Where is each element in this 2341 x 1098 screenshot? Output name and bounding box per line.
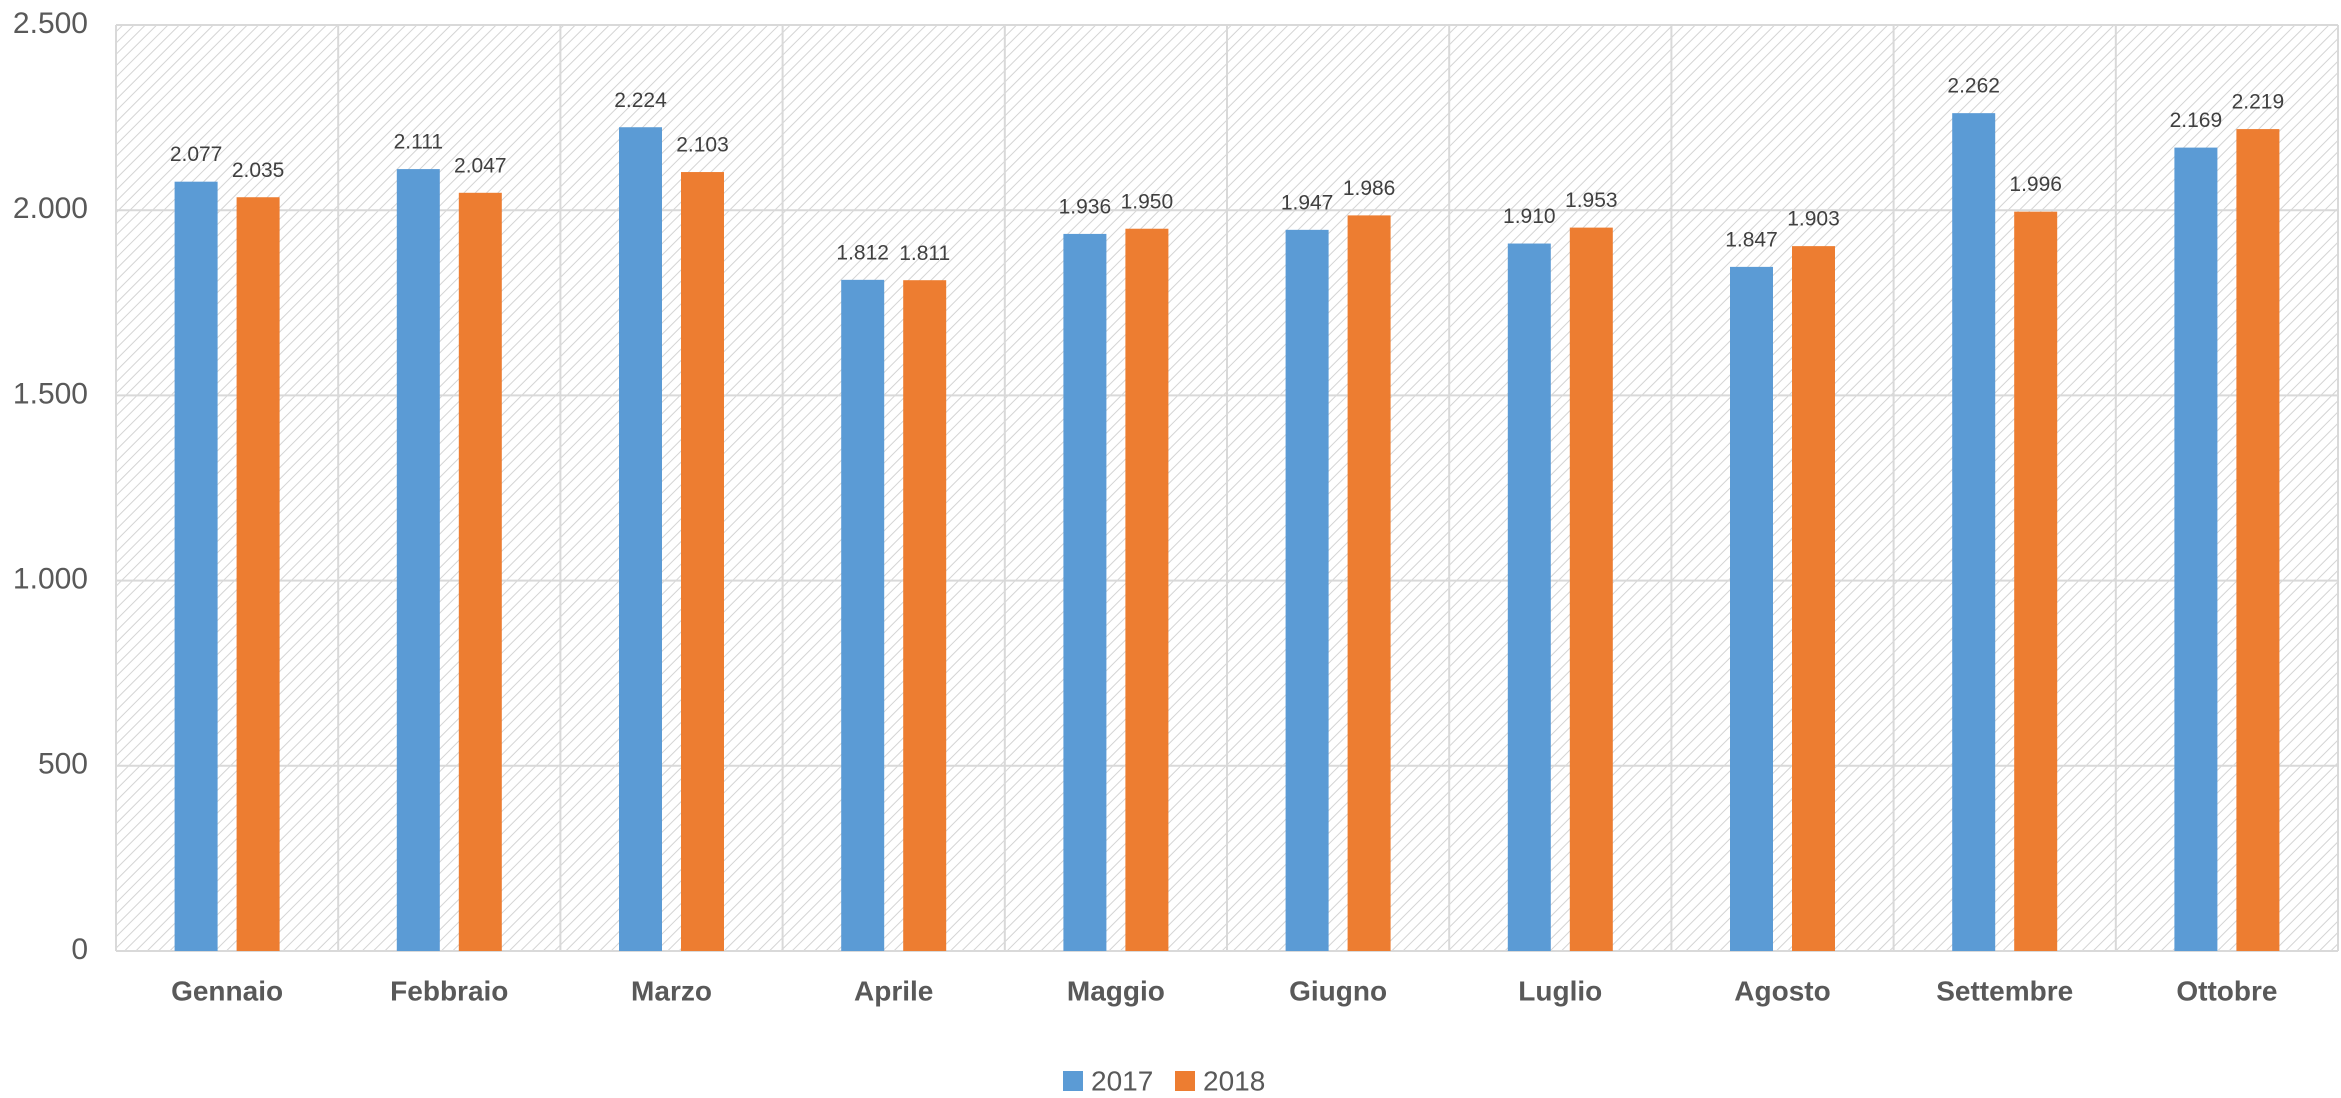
value-label: 1.847 xyxy=(1725,228,1778,251)
bar xyxy=(1952,113,1996,951)
y-tick-label: 0 xyxy=(71,933,88,966)
value-label: 1.947 xyxy=(1281,191,1334,214)
value-label: 1.996 xyxy=(2009,173,2062,196)
x-tick-label: Gennaio xyxy=(171,975,283,1006)
legend-label: 2018 xyxy=(1203,1065,1265,1096)
value-label: 2.035 xyxy=(232,159,285,182)
value-label: 2.219 xyxy=(2232,91,2285,114)
bar xyxy=(236,197,280,952)
value-label: 2.077 xyxy=(170,143,223,166)
x-tick-label: Settembre xyxy=(1936,975,2073,1006)
bar xyxy=(2236,129,2280,951)
legend-label: 2017 xyxy=(1091,1065,1153,1096)
legend-swatch xyxy=(1175,1071,1195,1091)
bar xyxy=(681,172,724,951)
bar xyxy=(174,181,218,951)
bar xyxy=(2174,147,2218,951)
value-label: 1.811 xyxy=(899,242,950,265)
value-label: 2.169 xyxy=(2170,109,2223,132)
x-tick-label: Giugno xyxy=(1289,975,1387,1006)
bar xyxy=(841,279,885,951)
bar xyxy=(903,280,947,952)
bar xyxy=(1792,246,1835,952)
value-label: 1.986 xyxy=(1343,177,1396,200)
bar xyxy=(619,127,662,951)
y-tick-label: 2.000 xyxy=(13,192,88,225)
bar xyxy=(1569,227,1613,952)
bar xyxy=(1730,266,1773,951)
value-label: 1.950 xyxy=(1121,190,1174,213)
y-tick-label: 1.000 xyxy=(13,563,88,596)
value-label: 2.103 xyxy=(676,134,729,157)
value-label: 2.224 xyxy=(614,89,667,112)
legend-swatch xyxy=(1063,1071,1083,1091)
x-tick-label: Agosto xyxy=(1734,975,1830,1006)
value-label: 2.262 xyxy=(1947,75,2000,98)
bar xyxy=(1285,229,1329,952)
bar xyxy=(458,192,502,951)
value-label: 1.953 xyxy=(1565,189,1618,212)
bar xyxy=(2014,211,2058,952)
value-label: 1.910 xyxy=(1503,205,1556,228)
value-label: 1.812 xyxy=(836,241,889,264)
bar xyxy=(1507,243,1551,951)
value-label: 2.111 xyxy=(394,131,443,154)
x-tick-label: Aprile xyxy=(854,975,933,1006)
x-tick-label: Ottobre xyxy=(2176,975,2277,1006)
x-tick-label: Luglio xyxy=(1518,975,1602,1006)
bar xyxy=(1125,228,1169,952)
y-tick-label: 2.500 xyxy=(13,7,88,40)
y-tick-label: 1.500 xyxy=(13,377,88,410)
y-tick-label: 500 xyxy=(38,748,88,781)
bar xyxy=(1347,215,1391,951)
value-label: 1.903 xyxy=(1787,208,1840,231)
bar xyxy=(396,169,440,952)
value-label: 2.047 xyxy=(454,154,507,177)
bar xyxy=(1063,233,1107,952)
value-label: 1.936 xyxy=(1059,195,1112,218)
x-tick-label: Febbraio xyxy=(390,975,508,1006)
x-tick-label: Marzo xyxy=(631,975,712,1006)
x-tick-label: Maggio xyxy=(1067,975,1165,1006)
